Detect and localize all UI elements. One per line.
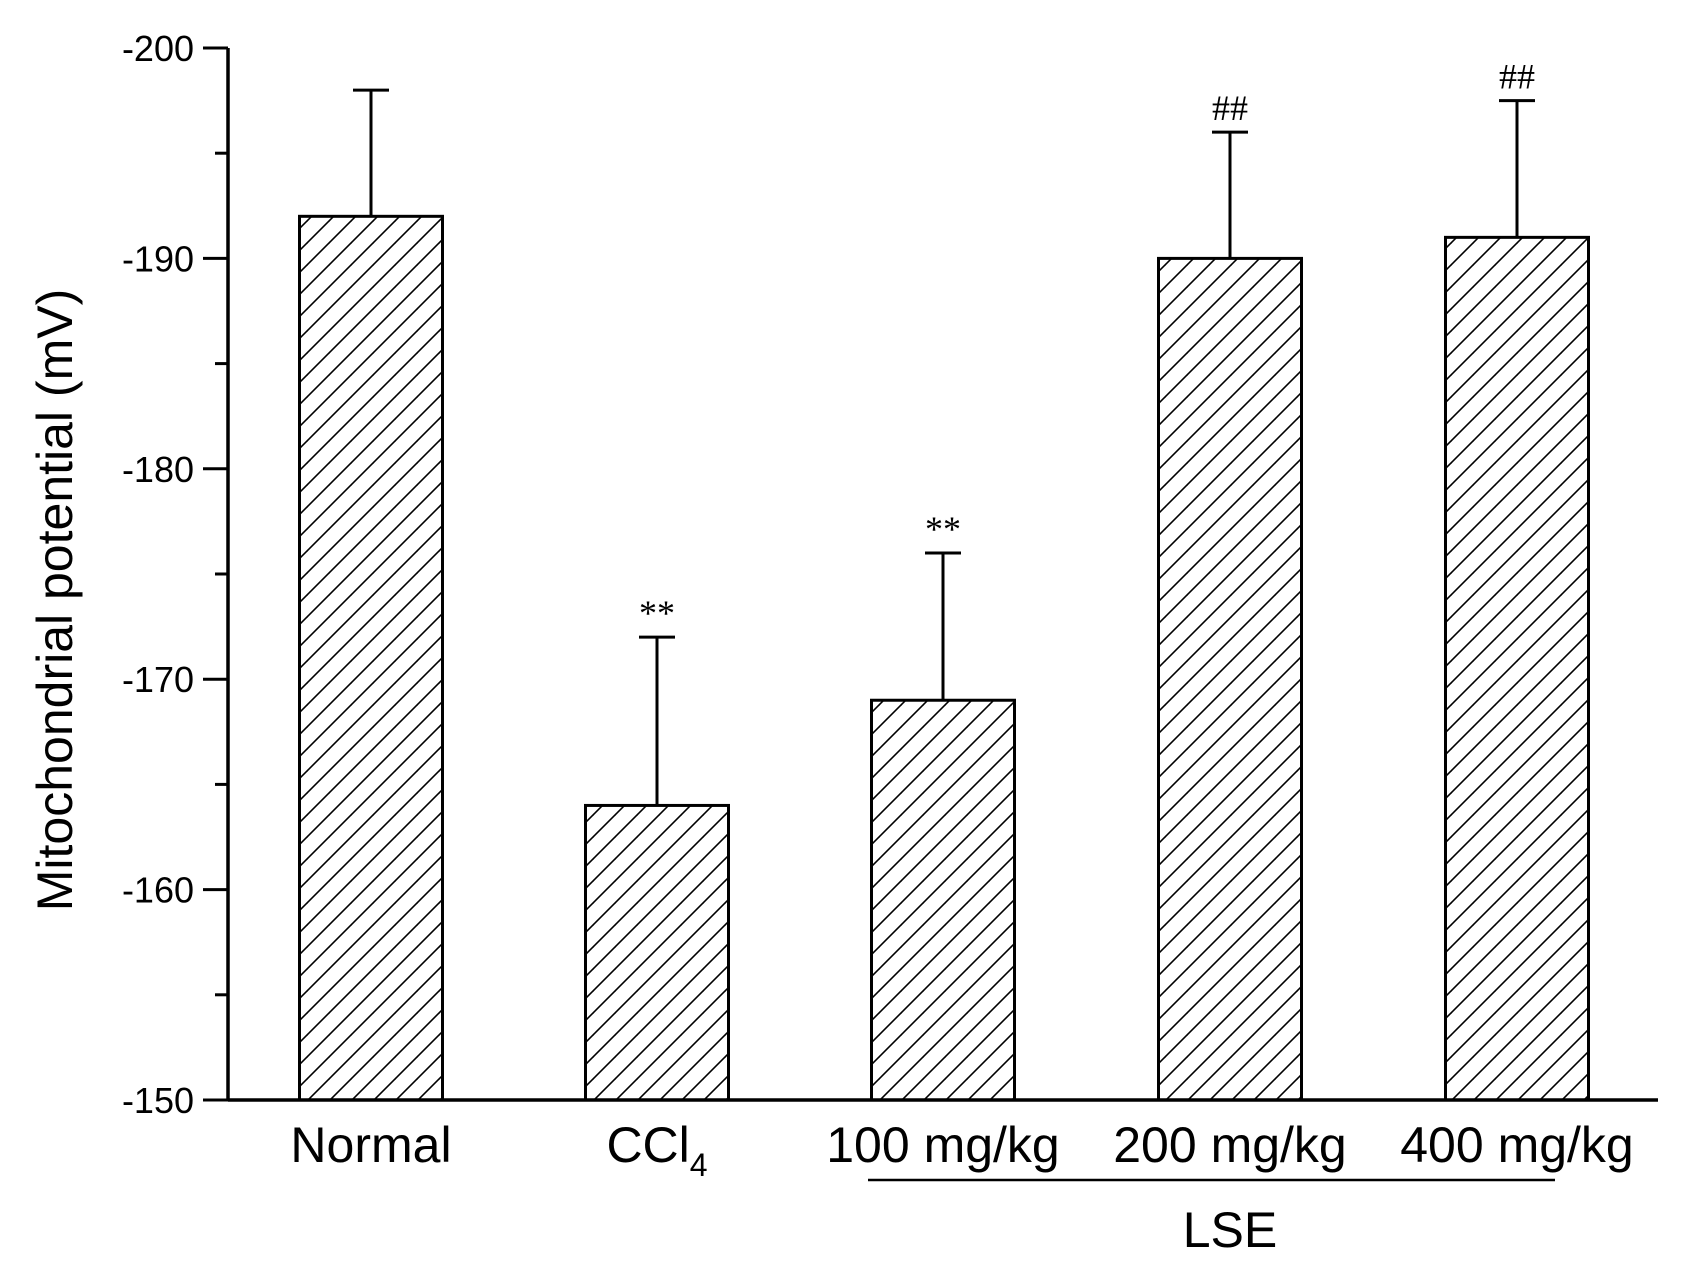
y-tick-label: -190 (122, 238, 194, 279)
annotation-ccl4: ** (639, 593, 675, 633)
group-bracket: LSE (868, 1178, 1555, 1258)
x-tick-label-ccl4: CCl4 (606, 1117, 707, 1183)
axes: -150 -160 -170 -180 -190 -200 (122, 28, 1658, 1121)
bar-ccl4 (584, 803, 730, 1102)
y-axis-label: Mitochondrial potential (mV) (27, 289, 83, 912)
group-label: LSE (1183, 1202, 1278, 1258)
y-tick-label: -150 (122, 1080, 194, 1121)
bar-400-mg-kg (1444, 235, 1590, 1102)
bar-200-mg-kg (1157, 256, 1303, 1102)
x-tick-label-normal: Normal (290, 1117, 451, 1173)
annotation-200-mg-kg: ## (1212, 88, 1248, 128)
x-tick-label-100-mg-kg: 100 mg/kg (826, 1117, 1059, 1173)
category-labels: Normal CCl4 100 mg/kg 200 mg/kg 400 mg/kg (290, 1117, 1633, 1183)
annotation-400-mg-kg: ## (1499, 57, 1535, 97)
y-tick-label: -160 (122, 870, 194, 911)
bar-100-mg-kg (870, 698, 1016, 1102)
bar-normal (298, 214, 444, 1102)
y-tick-label: -180 (122, 449, 194, 490)
annotation-100-mg-kg: ** (925, 509, 961, 549)
y-tick-label: -200 (122, 28, 194, 69)
y-tick-label: -170 (122, 659, 194, 700)
x-tick-label-200-mg-kg: 200 mg/kg (1113, 1117, 1346, 1173)
significance-annotations: ** ** ## ## (639, 57, 1535, 634)
error-bars-layer (353, 88, 1535, 806)
x-tick-label-400-mg-kg: 400 mg/kg (1400, 1117, 1633, 1173)
